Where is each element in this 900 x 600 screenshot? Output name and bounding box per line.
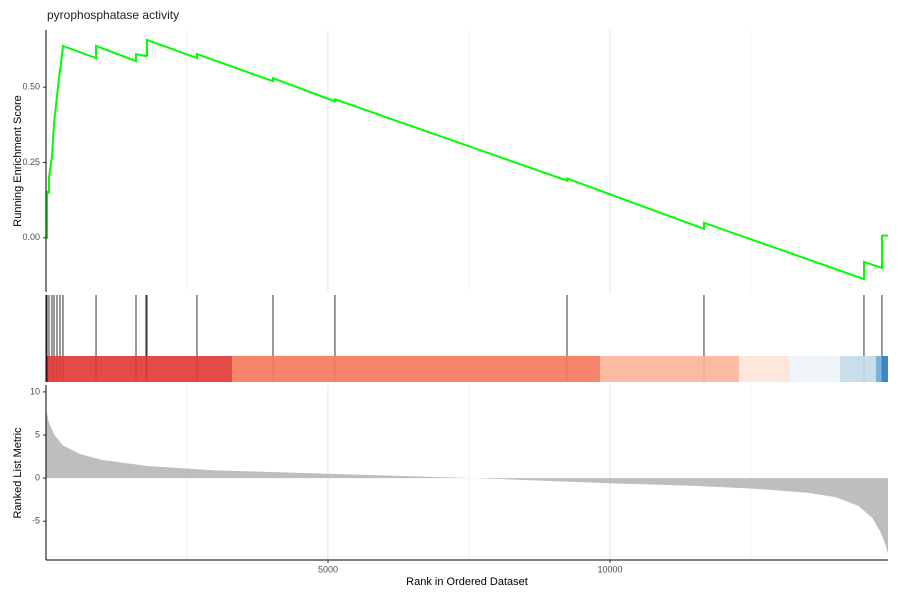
rank-band [738, 356, 790, 382]
rank-band [839, 356, 876, 382]
rank-band [46, 356, 48, 382]
y-tick-label: 0.00 [22, 232, 40, 242]
rank-band [47, 356, 232, 382]
x-tick-label: 10000 [597, 564, 622, 574]
y-axis-title: Ranked List Metric [12, 427, 24, 519]
rank-band [875, 356, 882, 382]
rank-band [881, 356, 888, 382]
x-tick-label: 5000 [318, 564, 338, 574]
x-axis-title: Rank in Ordered Dataset [406, 576, 528, 588]
chart-title: pyrophosphatase activity [47, 8, 179, 22]
running-score-line [46, 38, 888, 281]
rank-band [789, 356, 840, 382]
rank-band [231, 356, 600, 382]
y-tick-label: 10 [30, 386, 40, 396]
y-axis-title: Running Enrichment Score [12, 95, 24, 226]
y-tick-label: 0.25 [22, 157, 40, 167]
y-tick-label: -5 [32, 516, 40, 526]
rank-band [599, 356, 739, 382]
y-tick-label: 0 [35, 472, 40, 482]
y-tick-label: 5 [35, 429, 40, 439]
metric-area [46, 409, 888, 554]
y-tick-label: 0.50 [22, 82, 40, 92]
